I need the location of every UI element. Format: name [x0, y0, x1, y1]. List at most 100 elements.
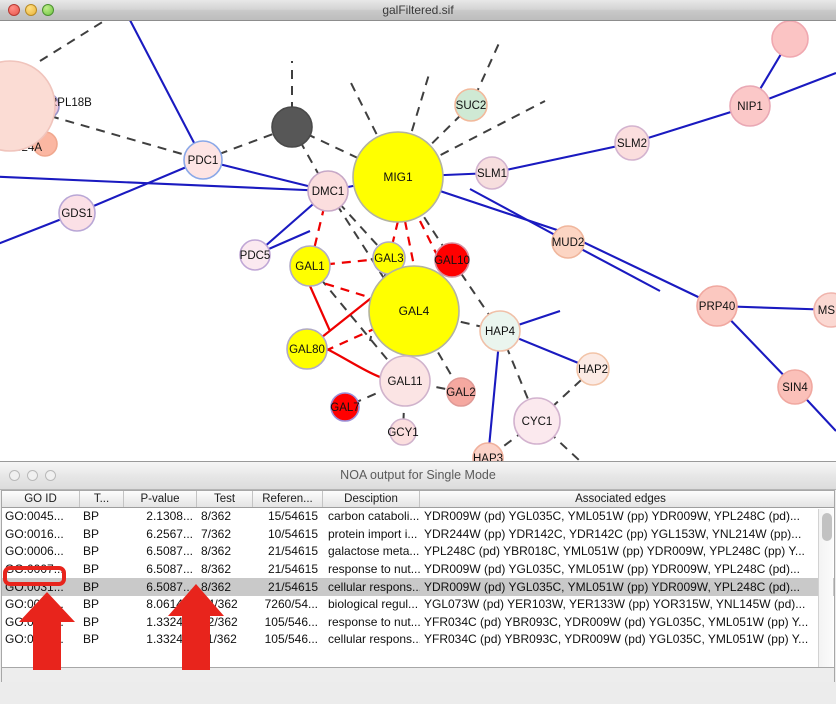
minimize-button[interactable]	[25, 4, 37, 16]
network-node[interactable]: MUD2	[551, 225, 585, 259]
network-node[interactable]: GDS1	[58, 194, 96, 232]
network-node[interactable]: NIP1	[729, 85, 771, 127]
cell-go-id: GO:0006...	[5, 544, 64, 559]
cell-edges: YGL073W (pd) YER103W, YER133W (pp) YOR31…	[424, 597, 806, 612]
network-node[interactable]	[271, 106, 313, 148]
cell-reference: 10/54615	[267, 526, 318, 541]
cell-type: BP	[83, 579, 100, 594]
table-body[interactable]: GO:0045... BP 2.1308... 8/362 15/54615 carbon…	[2, 508, 834, 650]
network-node[interactable]: SLM1	[475, 156, 509, 190]
table-row[interactable]: GO:0007... BP 6.5087... 8/362 21/54615 respon…	[2, 561, 834, 579]
cell-pvalue: 6.5087...	[146, 544, 193, 559]
network-node[interactable]: GAL80	[286, 328, 328, 370]
column-header-associated-edges[interactable]: Associated edges	[575, 493, 666, 505]
node-label: SLM2	[617, 138, 647, 150]
table-row[interactable]: GO:0031... BP 1.3324... 12/362 105/546... res…	[2, 614, 834, 632]
cell-go-id: GO:0031...	[5, 614, 64, 629]
cell-reference: 7260/54...	[264, 597, 318, 612]
network-node[interactable]: GAL10	[434, 242, 470, 278]
cell-type: BP	[83, 526, 100, 541]
node-label: MSI	[818, 305, 836, 317]
table-bottom-strip	[1, 668, 835, 682]
network-graph[interactable]: RPL18BRPS24AGDS1PDC1PDC5DMC1SUC2MIG1SLM1…	[0, 21, 836, 461]
column-header-t[interactable]: T...	[80, 491, 124, 507]
node-label: GAL80	[289, 344, 325, 356]
node-label: SUC2	[456, 100, 487, 112]
network-node[interactable]: HAP4	[479, 310, 521, 352]
table-row[interactable]: GO:0065... BP 8.0614... 94/362 7260/54... bio…	[2, 596, 834, 614]
network-node[interactable]: GAL4	[368, 265, 460, 357]
node-label: HAP4	[485, 326, 516, 338]
network-nodes[interactable]: RPL18BRPS24AGDS1PDC1PDC5DMC1SUC2MIG1SLM1…	[0, 21, 836, 461]
network-node[interactable]: GAL11	[379, 355, 431, 407]
cell-edges: YDR009W (pd) YGL035C, YML051W (pp) YDR00…	[424, 579, 800, 594]
cell-test: 11/362	[201, 632, 237, 647]
network-node[interactable]: HAP3	[472, 442, 504, 461]
network-node[interactable]: CYC1	[513, 397, 561, 445]
column-header-p-value[interactable]: P-value	[124, 491, 197, 507]
cell-test: 7/362	[201, 526, 232, 541]
network-node[interactable]: GAL3	[372, 241, 406, 275]
dialog-close-button[interactable]	[9, 470, 20, 481]
cell-edges: YFR034C (pd) YBR093C, YDR009W (pd) YGL03…	[424, 614, 809, 629]
table-row[interactable]: GO:0016... BP 6.2567... 7/362 10/54615 protei…	[2, 526, 834, 544]
table-row[interactable]: GO:0031... BP 1.3324... 11/362 105/546... cel…	[2, 631, 834, 649]
column-header-referen[interactable]: Referen...	[253, 491, 323, 507]
network-node[interactable]: SLM2	[614, 125, 650, 161]
node-label: GCY1	[387, 427, 418, 439]
network-node[interactable]: DMC1	[307, 170, 349, 212]
node-label: GDS1	[61, 208, 92, 220]
network-node[interactable]: PDC1	[183, 140, 223, 180]
dialog-zoom-button[interactable]	[45, 470, 56, 481]
node-label: RPL18B	[49, 97, 92, 109]
network-node[interactable]: GAL1	[289, 245, 331, 287]
node-label: GAL7	[330, 402, 359, 414]
dialog-title: NOA output for Single Mode	[340, 468, 496, 482]
network-node[interactable]: HAP2	[576, 352, 610, 386]
network-canvas[interactable]: RPL18BRPS24AGDS1PDC1PDC5DMC1SUC2MIG1SLM1…	[0, 21, 836, 461]
column-header-desciption[interactable]: Desciption	[323, 491, 420, 507]
window-controls[interactable]	[8, 4, 54, 16]
network-node[interactable]: PRP40	[696, 285, 738, 327]
cell-reference: 21/54615	[267, 562, 318, 577]
node-label: SIN4	[782, 382, 808, 394]
main-titlebar: galFiltered.sif	[0, 0, 836, 21]
node-label: GAL2	[446, 387, 475, 399]
cell-reference: 105/546...	[264, 632, 318, 647]
table-row[interactable]: GO:0045... BP 2.1308... 8/362 15/54615 carbon…	[2, 508, 834, 526]
dialog-minimize-button[interactable]	[27, 470, 38, 481]
cell-go-id: GO:0016...	[5, 526, 64, 541]
network-node[interactable]: MIG1	[352, 131, 444, 223]
zoom-button[interactable]	[42, 4, 54, 16]
table-row[interactable]: GO:0050...BP1.428E...80/3625778/54...reg…	[2, 649, 834, 650]
network-node[interactable]: SUC2	[454, 88, 488, 122]
table-row[interactable]: GO:0031... BP 6.5087... 8/362 21/54615 cellul…	[2, 578, 834, 596]
network-node[interactable]: PDC5	[239, 239, 271, 271]
column-header-go-id[interactable]: GO ID	[2, 491, 80, 507]
column-header-test[interactable]: Test	[197, 491, 253, 507]
close-button[interactable]	[8, 4, 20, 16]
network-node[interactable]: GAL7	[330, 392, 360, 422]
cell-go-id: GO:0007...	[5, 562, 64, 577]
table-row[interactable]: GO:0006... BP 6.5087... 8/362 21/54615 galact…	[2, 543, 834, 561]
cell-type: BP	[83, 509, 100, 524]
cell-go-id: GO:0031...	[5, 579, 64, 594]
dialog-window-controls[interactable]	[9, 470, 56, 481]
cell-edges: YDR244W (pp) YDR142C, YDR142C (pp) YGL15…	[424, 526, 802, 541]
cell-reference: 21/54615	[267, 579, 318, 594]
scrollbar-thumb[interactable]	[822, 513, 832, 541]
cell-reference: 21/54615	[267, 544, 318, 559]
cell-description: cellular respons...	[328, 579, 420, 594]
network-node[interactable]: SIN4	[777, 369, 813, 405]
table-vertical-scrollbar[interactable]	[818, 509, 833, 667]
node-label: PDC1	[188, 155, 219, 167]
cell-pvalue: 6.2567...	[146, 526, 193, 541]
network-node[interactable]: GCY1	[387, 418, 419, 446]
network-node[interactable]: MSI	[813, 292, 836, 328]
cell-reference: 105/546...	[264, 614, 318, 629]
network-node[interactable]: GAL2	[446, 377, 476, 407]
network-node[interactable]	[771, 21, 809, 58]
cell-edges: YFR034C (pd) YBR093C, YDR009W (pd) YGL03…	[424, 632, 809, 647]
results-table[interactable]: GO ID T... P-value Test Referen... Desciption…	[1, 490, 835, 668]
network-node[interactable]	[0, 60, 56, 152]
